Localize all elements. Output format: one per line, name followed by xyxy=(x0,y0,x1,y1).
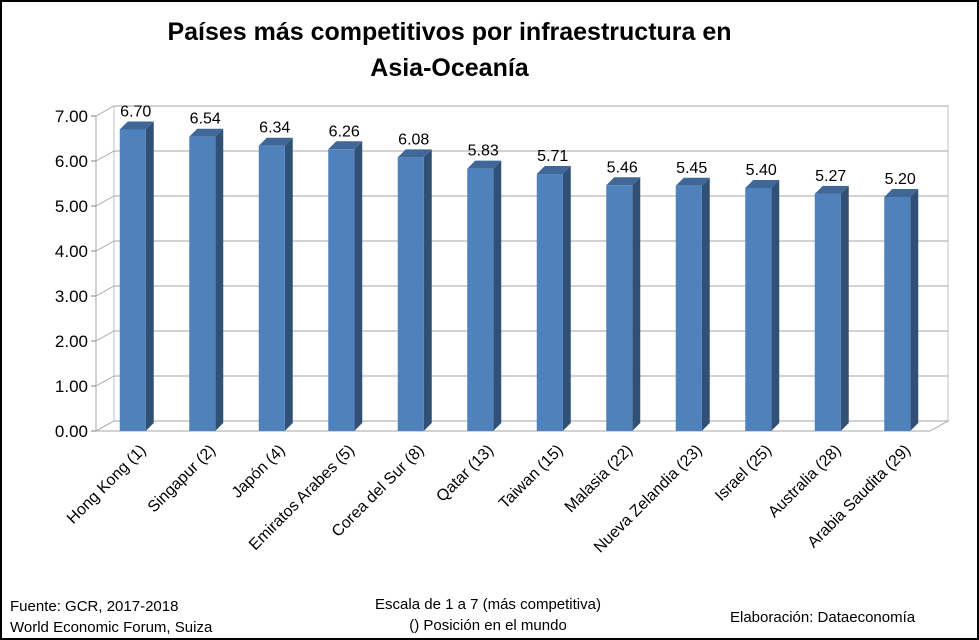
position-note: () Posición en el mundo xyxy=(409,617,567,634)
bar-top xyxy=(467,160,502,169)
chart-title-line2: Asia-Oceanía xyxy=(370,54,529,82)
bar-top xyxy=(258,137,293,146)
bar-top xyxy=(119,121,154,130)
bar xyxy=(397,157,424,431)
bar-top xyxy=(606,177,641,186)
bar-side xyxy=(562,166,571,432)
bar-top xyxy=(675,177,710,186)
x-tick-label: Hong Kong (1) xyxy=(64,442,150,528)
x-tick-label: Israel (25) xyxy=(712,442,775,505)
grid-diagonal xyxy=(95,105,115,117)
x-tick-label: Malasia (22) xyxy=(562,442,636,516)
y-tick-label: 0.00 xyxy=(55,422,88,441)
grid-diagonal xyxy=(95,150,115,162)
bar xyxy=(884,197,911,431)
credit: Elaboración: Dataeconomía xyxy=(730,609,916,626)
bar-value-label: 6.34 xyxy=(259,120,290,137)
y-tick-label: 6.00 xyxy=(55,152,88,171)
bar xyxy=(189,136,216,431)
bar-top xyxy=(884,189,919,197)
bar-side xyxy=(771,180,780,431)
bar-value-label: 6.26 xyxy=(329,123,360,140)
chart-title-line1: Países más competitivos por infraestruct… xyxy=(167,18,732,46)
bar xyxy=(675,185,702,431)
bar-side xyxy=(145,121,154,431)
bar-side xyxy=(701,177,710,431)
bar-value-label: 5.40 xyxy=(746,162,777,179)
bar-side xyxy=(493,160,502,431)
scale-note: Escala de 1 a 7 (más competitiva) xyxy=(375,596,601,613)
x-tick-label: Australia (28) xyxy=(765,442,844,521)
bar-top xyxy=(397,149,432,158)
bar-value-label: 5.20 xyxy=(885,171,916,188)
grid-diagonal xyxy=(95,240,115,252)
bar-side xyxy=(910,189,919,431)
bar-top xyxy=(814,185,849,194)
source-line1: Fuente: GCR, 2017-2018 xyxy=(10,598,179,615)
x-tick-label: Singapur (2) xyxy=(145,442,219,516)
bar-side xyxy=(284,137,293,431)
y-tick-label: 7.00 xyxy=(55,107,88,126)
bar xyxy=(328,149,355,432)
bar-value-label: 6.54 xyxy=(190,111,221,128)
bar xyxy=(467,168,494,431)
grid-diagonal xyxy=(95,285,115,297)
bar-value-label: 6.70 xyxy=(120,104,151,121)
bar-value-label: 5.27 xyxy=(815,168,846,185)
y-tick-label: 1.00 xyxy=(55,377,88,396)
bar-value-label: 5.71 xyxy=(537,148,568,165)
plot-back-wall xyxy=(113,105,949,422)
bar-value-label: 5.83 xyxy=(468,143,499,160)
bar-side xyxy=(632,177,641,431)
source-line2: World Economic Forum, Suiza xyxy=(10,619,213,636)
y-tick-label: 4.00 xyxy=(55,242,88,261)
y-tick-label: 5.00 xyxy=(55,197,88,216)
grid-diagonal xyxy=(95,375,115,387)
bar-top xyxy=(536,166,571,175)
grid-diagonal xyxy=(95,330,115,342)
bar-top xyxy=(189,128,224,137)
x-tick-label: Taiwan (15) xyxy=(496,442,567,513)
x-tick-label: Japón (4) xyxy=(229,442,289,502)
bar xyxy=(258,145,285,431)
bar-side xyxy=(215,128,224,431)
bar-value-label: 5.45 xyxy=(676,160,707,177)
y-tick-label: 3.00 xyxy=(55,287,88,306)
plot-floor xyxy=(94,420,950,432)
bar xyxy=(814,193,841,431)
y-tick-label: 2.00 xyxy=(55,332,88,351)
grid-diagonal xyxy=(95,195,115,207)
bar-value-label: 5.46 xyxy=(607,159,638,176)
bar-side xyxy=(423,149,432,431)
bar-top xyxy=(328,141,363,150)
bar xyxy=(119,129,146,431)
bar xyxy=(606,185,633,431)
bar-side xyxy=(354,141,363,432)
bar-top xyxy=(745,180,780,188)
x-tick-label: Qatar (13) xyxy=(433,442,497,506)
bar xyxy=(745,188,772,431)
bar-side xyxy=(840,185,849,431)
bar xyxy=(536,174,563,432)
bar-value-label: 6.08 xyxy=(398,131,429,148)
